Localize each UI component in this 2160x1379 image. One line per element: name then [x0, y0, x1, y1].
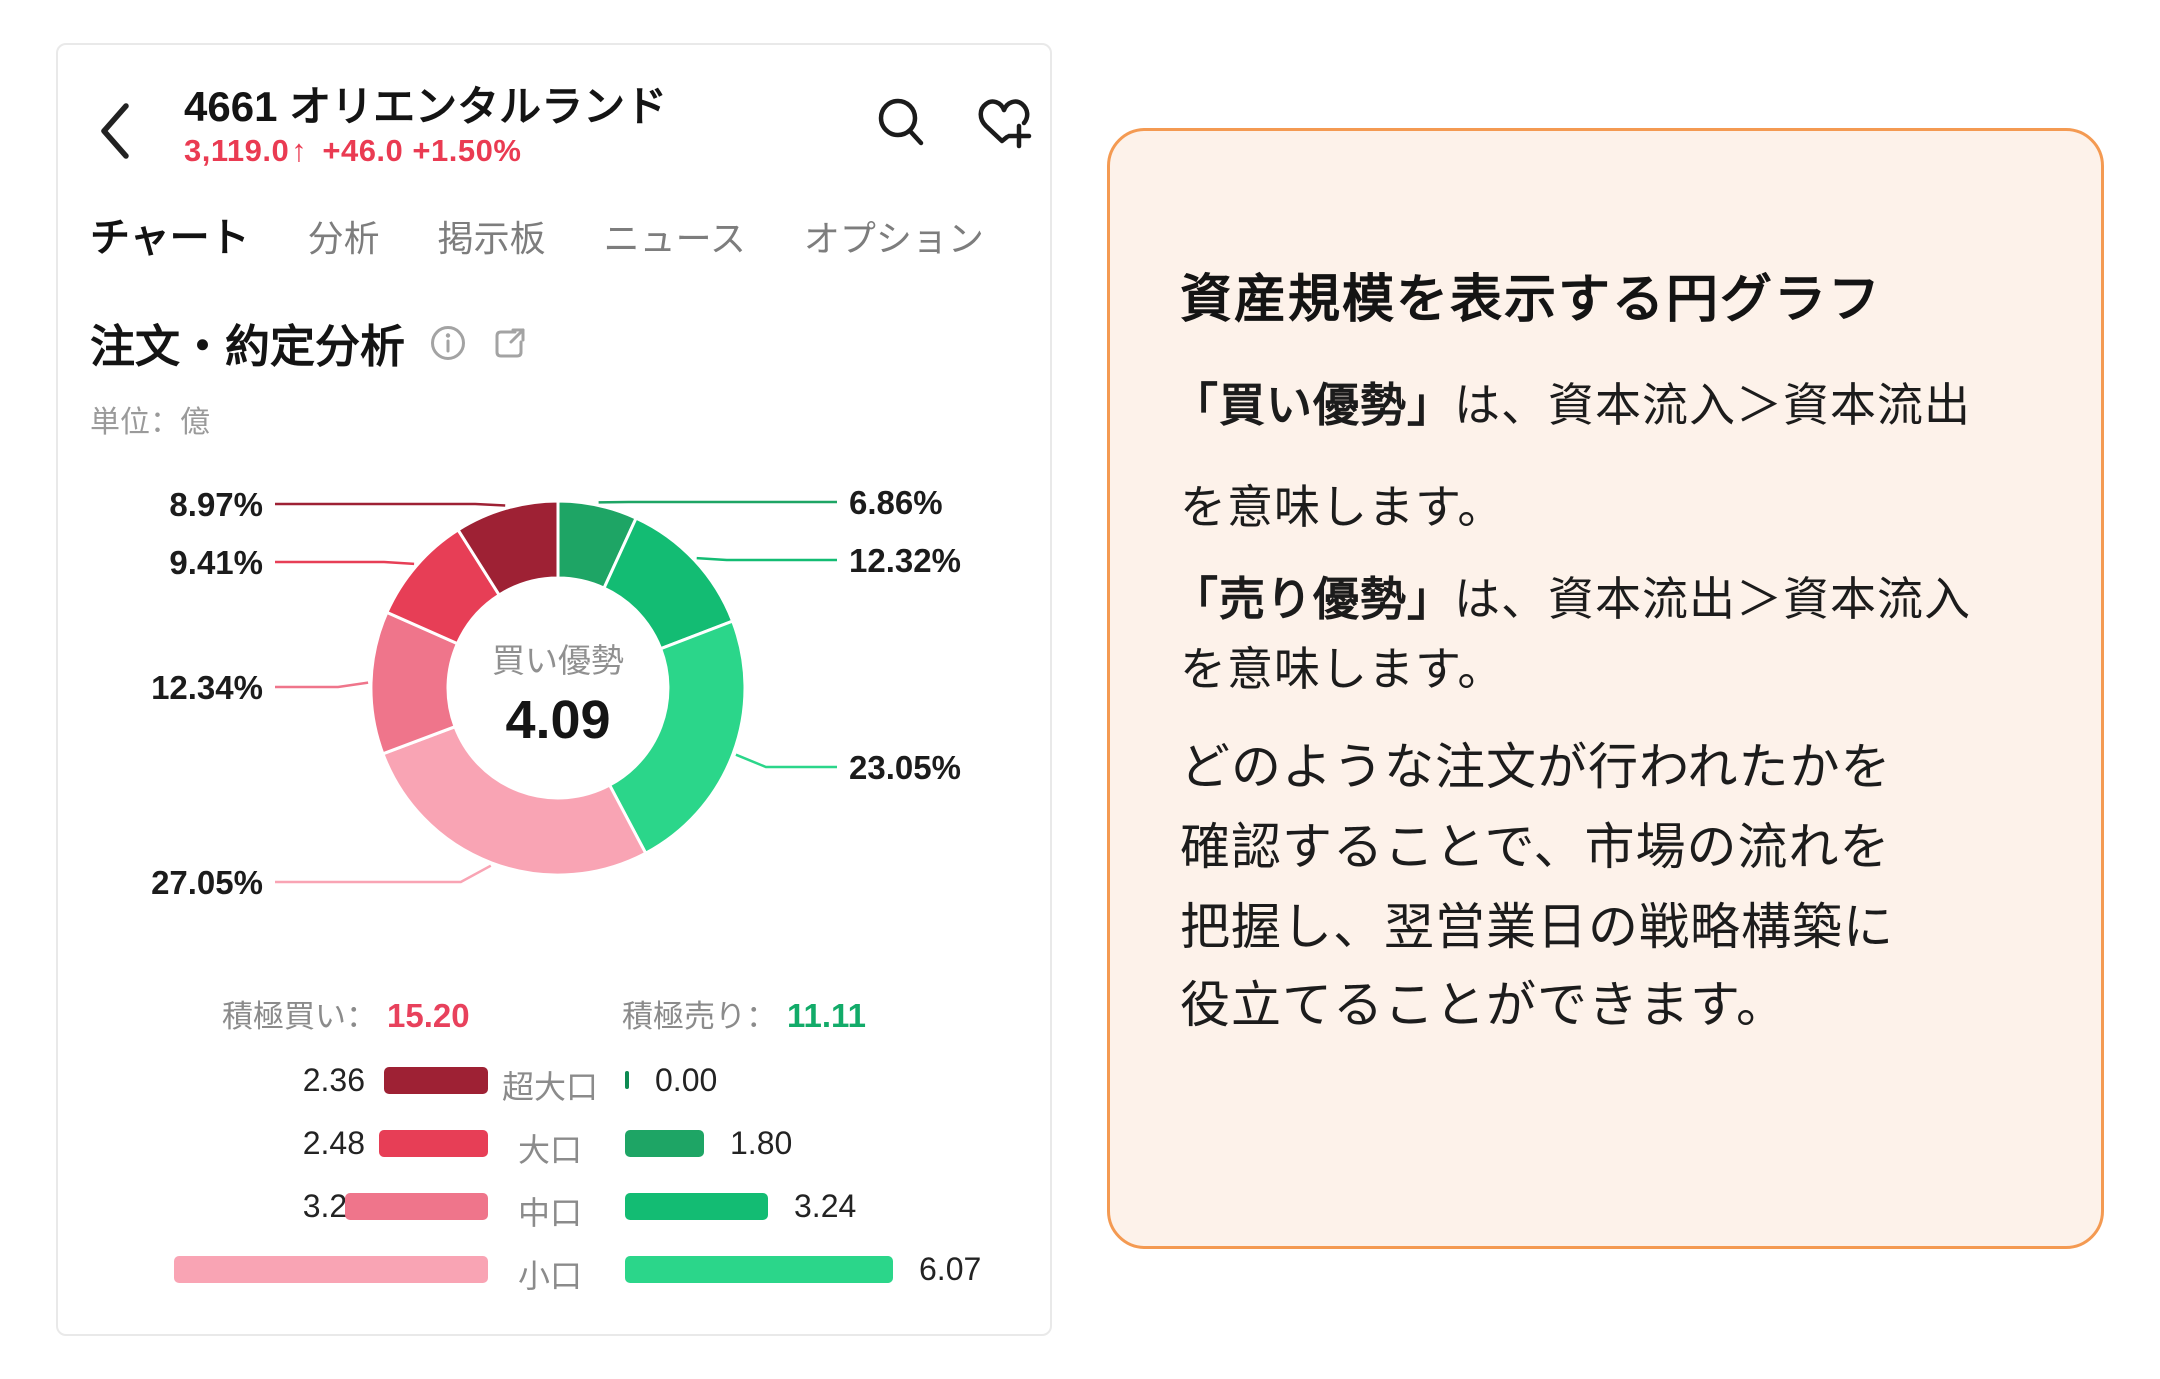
sell-value: 1.80	[730, 1125, 793, 1161]
chevron-left-icon	[101, 103, 129, 159]
segment-pct-label: 12.32%	[849, 542, 961, 579]
search-icon	[878, 98, 924, 146]
order-size-category: 超大口	[501, 1069, 598, 1105]
buy-bar	[345, 1193, 488, 1220]
heart-plus-icon	[978, 99, 1032, 149]
order-size-bars: 2.36超大口0.002.48大口1.803.25中口3.247.12小口6.0…	[58, 1049, 1054, 1301]
annotation-heading: 資産規模を表示する円グラフ	[1180, 271, 1883, 329]
sell-value: 3.24	[794, 1188, 857, 1224]
segment-label-line	[696, 556, 837, 562]
order-size-category: 小口	[517, 1258, 582, 1294]
buy-bar	[379, 1130, 488, 1157]
donut-center-value: 4.09	[505, 690, 610, 750]
sell-bar	[625, 1071, 629, 1089]
tab-news[interactable]: ニュース	[603, 218, 746, 259]
active-buy-label: 積極買い：	[222, 999, 377, 1034]
sell-value: 0.00	[655, 1062, 718, 1098]
annotation-paragraph-usage-1: どのような注文が行われたかを	[1180, 739, 1892, 795]
active-sell-value: 11.11	[787, 997, 866, 1034]
legend-header: 積極買い： 15.20 積極売り： 11.11	[58, 991, 1054, 1035]
stock-title: 4661 オリエンタルランド	[184, 83, 668, 130]
active-tab-underline	[92, 272, 242, 287]
segment-label-line	[275, 502, 506, 507]
order-size-row: 2.36 超大口 0.00	[58, 1049, 1054, 1112]
donut-segment-3[interactable]	[380, 724, 648, 877]
donut-segment-6[interactable]	[456, 499, 560, 598]
annotation-paragraph-buy-2: を意味します。	[1180, 481, 1505, 533]
buy-value: 2.36	[302, 1062, 365, 1098]
segment-label-line	[275, 681, 369, 689]
tab-chart[interactable]: チャート	[90, 205, 250, 263]
active-sell-label: 積極売り：	[622, 999, 777, 1034]
segment-label-line	[275, 864, 492, 884]
back-button[interactable]	[94, 100, 138, 162]
donut-segment-2[interactable]	[607, 619, 747, 856]
info-icon[interactable]	[429, 324, 467, 362]
segment-pct-label: 9.41%	[169, 544, 263, 581]
sell-value: 6.07	[919, 1251, 982, 1287]
annotation-paragraph-sell-2: を意味します。	[1180, 643, 1505, 695]
tab-options[interactable]: オプション	[803, 218, 984, 259]
price-value: 3,119.0	[184, 133, 290, 168]
active-sell-total: 積極売り： 11.11	[622, 991, 866, 1036]
sell-bar	[625, 1193, 768, 1220]
price-change-pct: +1.50%	[412, 133, 522, 168]
price-change: +46.0	[322, 133, 404, 168]
up-arrow-icon: ↑	[291, 133, 308, 168]
buy-value: 2.48	[302, 1125, 365, 1161]
tab-bar: チャート 分析 掲示板 ニュース オプション	[90, 205, 984, 263]
annotation-panel: 資産規模を表示する円グラフ 「買い優勢」は、資本流入＞資本流出 を意味します。 …	[1107, 128, 2104, 1249]
segment-label-line	[735, 753, 837, 769]
segment-pct-label: 12.34%	[151, 669, 263, 706]
search-button[interactable]	[872, 93, 932, 153]
donut-center-label: 買い優勢	[492, 642, 624, 679]
active-buy-value: 15.20	[387, 997, 470, 1034]
order-size-category: 大口	[517, 1132, 582, 1168]
segment-label-line	[275, 560, 415, 566]
add-to-watchlist-button[interactable]	[974, 93, 1034, 153]
annotation-paragraph-usage-4: 役立てることができます。	[1180, 977, 1787, 1033]
annotation-paragraph-sell: 「売り優勢」は、資本流出＞資本流入	[1172, 573, 1971, 625]
annotation-paragraph-buy: 「買い優勢」は、資本流入＞資本流出	[1172, 379, 1971, 431]
sell-bar	[625, 1256, 893, 1283]
unit-label: 単位：億	[90, 406, 210, 439]
sell-bar	[625, 1130, 704, 1157]
segment-pct-label: 8.97%	[169, 486, 263, 523]
annotation-paragraph-usage-3: 把握し、翌営業日の戦略構築に	[1180, 899, 1894, 955]
section-title: 注文・約定分析	[90, 321, 406, 372]
order-size-row: 7.12小口6.07	[58, 1238, 1054, 1301]
stock-analysis-card: 4661 オリエンタルランド 3,119.0↑ +46.0 +1.50% チャー…	[56, 43, 1052, 1336]
section-header: 注文・約定分析	[90, 310, 529, 375]
order-execution-donut-chart[interactable]: 6.86% 12.32% 23.05% 27.05% 12.34% 9.41% 8.97% 買…	[58, 457, 1054, 935]
active-buy-total: 積極買い： 15.20	[222, 991, 470, 1036]
segment-pct-label: 23.05%	[849, 749, 961, 786]
order-size-row: 3.25 中口 3.24	[58, 1175, 1054, 1238]
share-icon[interactable]	[491, 324, 529, 362]
buy-bar	[384, 1067, 488, 1094]
tab-board[interactable]: 掲示板	[437, 218, 546, 259]
annotation-paragraph-usage-2: 確認することで、市場の流れを	[1180, 819, 1891, 875]
order-size-row: 2.48 大口 1.80	[58, 1112, 1054, 1175]
order-size-category: 中口	[517, 1195, 582, 1231]
segment-pct-label: 6.86%	[849, 484, 943, 521]
tab-analysis[interactable]: 分析	[307, 218, 380, 259]
buy-bar	[174, 1256, 488, 1283]
segment-pct-label: 27.05%	[151, 864, 263, 901]
price-row: 3,119.0↑ +46.0 +1.50%	[184, 133, 521, 169]
